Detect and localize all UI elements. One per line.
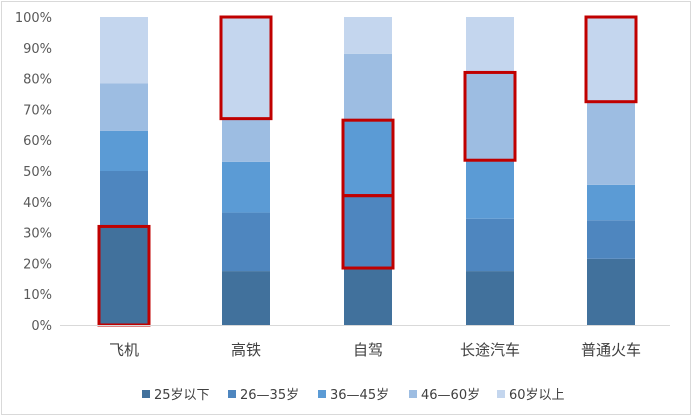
bar-segment xyxy=(587,258,635,325)
x-tick-label: 自驾 xyxy=(353,341,383,359)
bar-segment xyxy=(587,101,635,185)
legend-swatch xyxy=(409,390,417,398)
y-tick-label: 0% xyxy=(31,319,52,334)
y-tick-label: 30% xyxy=(23,227,52,242)
bar-segment xyxy=(100,171,148,227)
bars-area xyxy=(100,17,635,325)
x-tick-label: 长途汽车 xyxy=(460,341,520,359)
x-tick-label: 飞机 xyxy=(109,341,139,359)
legend: 25岁以下 26—35岁 36—45岁 46—60岁 60岁以上 xyxy=(142,388,565,403)
legend-label: 25岁以下 xyxy=(154,388,210,403)
bar-segment xyxy=(100,17,148,84)
y-axis: 0% 10% 20% 30% 40% 50% 60% 70% 80% 90% 100% xyxy=(15,11,52,334)
bar-segment xyxy=(222,161,270,213)
bar-segment xyxy=(587,184,635,221)
legend-swatch xyxy=(318,390,326,398)
highlight-box xyxy=(584,15,638,104)
legend-swatch xyxy=(142,390,150,398)
y-tick-label: 10% xyxy=(23,288,52,303)
bar-segment xyxy=(100,130,148,171)
legend-swatch xyxy=(228,390,236,398)
bar-segment xyxy=(344,268,392,325)
bar-segment xyxy=(466,72,514,161)
y-tick-label: 50% xyxy=(23,165,52,180)
bar-segment xyxy=(344,17,392,54)
bar-segment xyxy=(344,118,392,195)
bar-segment xyxy=(466,218,514,272)
bar-segment xyxy=(344,53,392,119)
x-axis: 飞机 高铁 自驾 长途汽车 普通火车 xyxy=(109,341,641,359)
bar-segment xyxy=(100,226,148,325)
legend-label: 60岁以上 xyxy=(509,388,565,403)
legend-label: 26—35岁 xyxy=(240,388,299,403)
bar-segment xyxy=(100,83,148,131)
y-tick-label: 20% xyxy=(23,257,52,272)
bar-segment xyxy=(587,220,635,259)
bar-segment xyxy=(222,212,270,272)
highlight-box xyxy=(219,15,273,121)
bar-segment xyxy=(344,194,392,269)
bar-segment xyxy=(222,17,270,119)
highlight-box xyxy=(463,70,517,162)
legend-label: 46—60岁 xyxy=(421,388,480,403)
y-tick-label: 100% xyxy=(15,11,52,26)
bar-segment xyxy=(466,17,514,73)
y-tick-label: 90% xyxy=(23,42,52,57)
bar-segment xyxy=(222,118,270,162)
bar-segment xyxy=(466,271,514,325)
bar-segment xyxy=(587,17,635,102)
legend-swatch xyxy=(497,390,505,398)
y-tick-label: 70% xyxy=(23,103,52,118)
y-tick-label: 60% xyxy=(23,134,52,149)
x-tick-label: 普通火车 xyxy=(581,341,641,359)
highlight-box xyxy=(341,118,395,198)
y-tick-label: 80% xyxy=(23,73,52,88)
bar-segment xyxy=(466,160,514,219)
x-tick-label: 高铁 xyxy=(231,341,261,359)
bar-segment xyxy=(222,271,270,325)
legend-label: 36—45岁 xyxy=(330,388,389,403)
y-tick-label: 40% xyxy=(23,196,52,211)
